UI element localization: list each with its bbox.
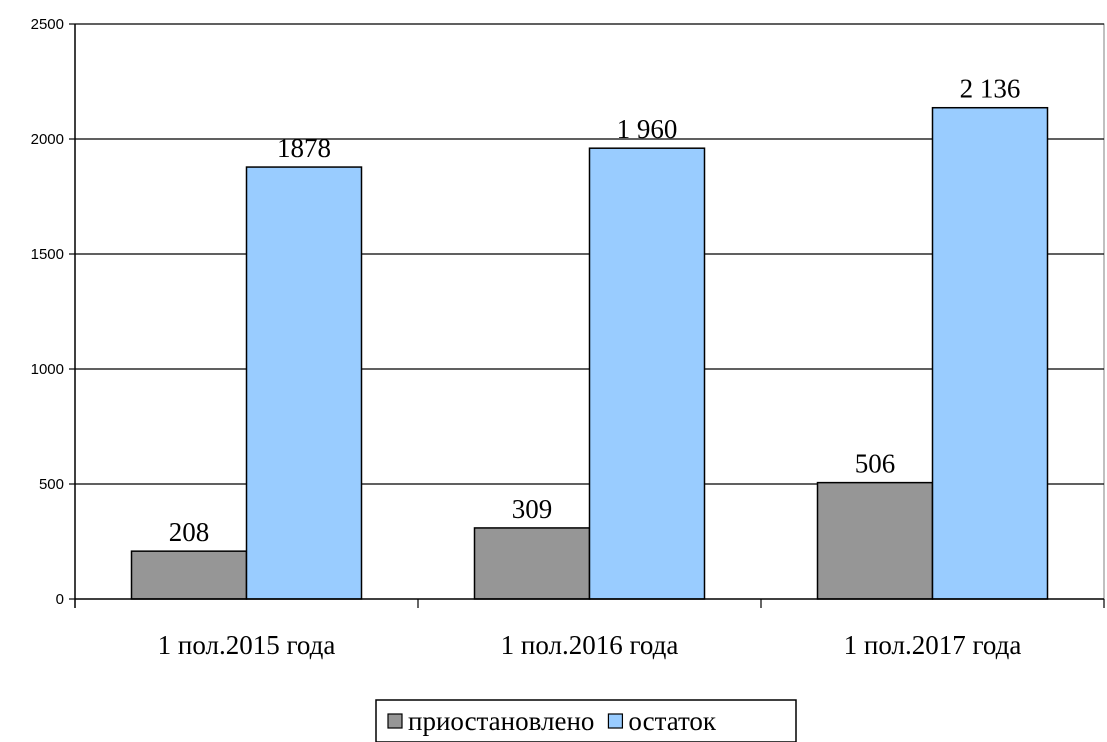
y-tick-label: 2500 [31,16,64,33]
data-label: 2 136 [960,74,1021,104]
y-tick-label: 500 [39,476,64,493]
data-label: 1878 [277,133,331,163]
data-label: 309 [512,494,553,524]
legend-box [375,699,797,742]
bar-remainder [588,147,706,600]
legend-swatch-suspended [387,713,403,729]
legend-label: приостановлено [408,706,594,736]
legend-swatch-remainder [607,713,624,729]
data-label: 208 [169,517,210,547]
bars [130,106,1049,600]
bar-suspended [473,527,591,600]
x-tick-label: 1 пол.2015 года [158,630,336,660]
labels: 0 500 1000 1500 2000 2500 208 1878 1 пол.2015 го… [31,16,1022,660]
legend: приостановлено остаток [375,699,797,742]
y-tick-label: 1500 [31,246,64,263]
x-tick-label: 1 пол.2016 года [501,630,679,660]
data-label: 506 [855,449,896,479]
bar-suspended [130,550,248,600]
bar-remainder [931,106,1049,600]
y-tick-label: 2000 [31,131,64,148]
x-tick-label: 1 пол.2017 года [844,630,1022,660]
y-tick-label: 0 [56,591,64,608]
bar-suspended [816,481,934,600]
bar-remainder [245,166,363,600]
y-tick-label: 1000 [31,361,64,378]
data-label: 1 960 [617,114,678,144]
legend-label: остаток [628,706,717,736]
axes [69,23,1105,608]
